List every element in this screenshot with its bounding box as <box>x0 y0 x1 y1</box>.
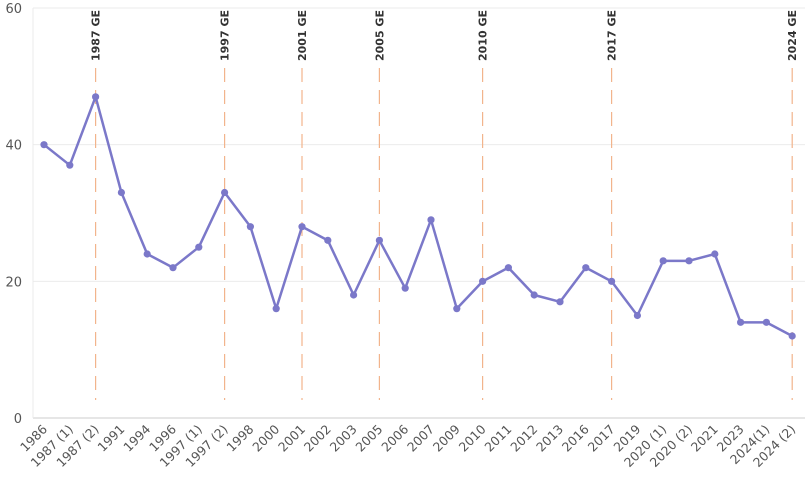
data-point <box>427 216 435 224</box>
x-tick-label: 1998 <box>223 421 256 454</box>
data-point <box>169 264 177 272</box>
x-tick-label: 2012 <box>507 422 540 455</box>
x-tick-label: 2001 <box>275 422 308 455</box>
x-tick-label: 2002 <box>301 422 334 455</box>
data-point <box>143 250 151 258</box>
data-point <box>737 318 745 326</box>
annotation-label: 2010 GE <box>477 10 490 61</box>
data-point <box>246 223 254 231</box>
data-point <box>633 311 642 320</box>
data-point <box>92 93 100 101</box>
series <box>40 93 796 340</box>
data-point <box>685 257 693 265</box>
y-tick-label: 20 <box>5 275 22 290</box>
annotation-label: 2017 GE <box>606 10 619 61</box>
data-point <box>324 236 332 244</box>
y-axis: 0 20 40 60 <box>5 2 22 427</box>
data-point <box>298 223 306 231</box>
data-point <box>221 188 229 197</box>
x-tick-label: 1994 <box>120 421 153 454</box>
x-tick-label: 2013 <box>533 422 566 455</box>
data-point <box>504 264 512 272</box>
x-tick-label: 2016 <box>559 421 592 454</box>
y-tick-label: 60 <box>5 2 22 17</box>
x-tick-label: 2000 <box>249 421 282 454</box>
x-tick-label: 2006 <box>378 421 411 454</box>
x-tick-label: 1991 <box>94 422 127 455</box>
x-tick-label: 2009 <box>430 421 463 454</box>
data-point <box>40 141 48 149</box>
x-tick-label: 2021 <box>688 422 721 455</box>
data-point <box>375 236 383 244</box>
data-point <box>272 305 280 313</box>
data-point <box>66 161 74 169</box>
annotations: 1987 GE 1997 GE 2001 GE 2005 GE 2010 GE 2017 … <box>90 10 799 400</box>
annotation-label: 2001 GE <box>296 10 309 61</box>
data-point <box>556 298 564 306</box>
data-point <box>117 188 125 197</box>
x-tick-label: 2010 <box>456 421 489 454</box>
data-point <box>453 305 461 313</box>
data-point <box>711 250 719 258</box>
data-point <box>195 243 203 251</box>
x-tick-label: 2005 <box>352 422 385 455</box>
data-point <box>788 332 796 340</box>
y-tick-label: 0 <box>14 412 22 427</box>
annotation-label: 1997 GE <box>219 10 232 61</box>
data-point <box>659 257 667 265</box>
data-point <box>762 318 771 326</box>
series-line <box>43 95 793 338</box>
grid <box>32 7 805 419</box>
data-point <box>582 264 590 272</box>
annotation-label: 2005 GE <box>373 10 386 61</box>
data-point <box>608 277 616 285</box>
data-point <box>530 291 538 299</box>
x-tick-label: 2011 <box>481 422 514 455</box>
data-point <box>350 291 358 299</box>
x-tick-label: 2007 <box>404 422 437 455</box>
y-tick-label: 40 <box>5 139 22 154</box>
data-point <box>401 284 409 292</box>
x-tick-label: 2003 <box>327 422 360 455</box>
annotation-label: 1987 GE <box>90 10 103 61</box>
annotation-label: 2024 GE <box>786 10 799 61</box>
data-point <box>479 277 487 285</box>
x-tick-label: 2017 <box>585 422 618 455</box>
